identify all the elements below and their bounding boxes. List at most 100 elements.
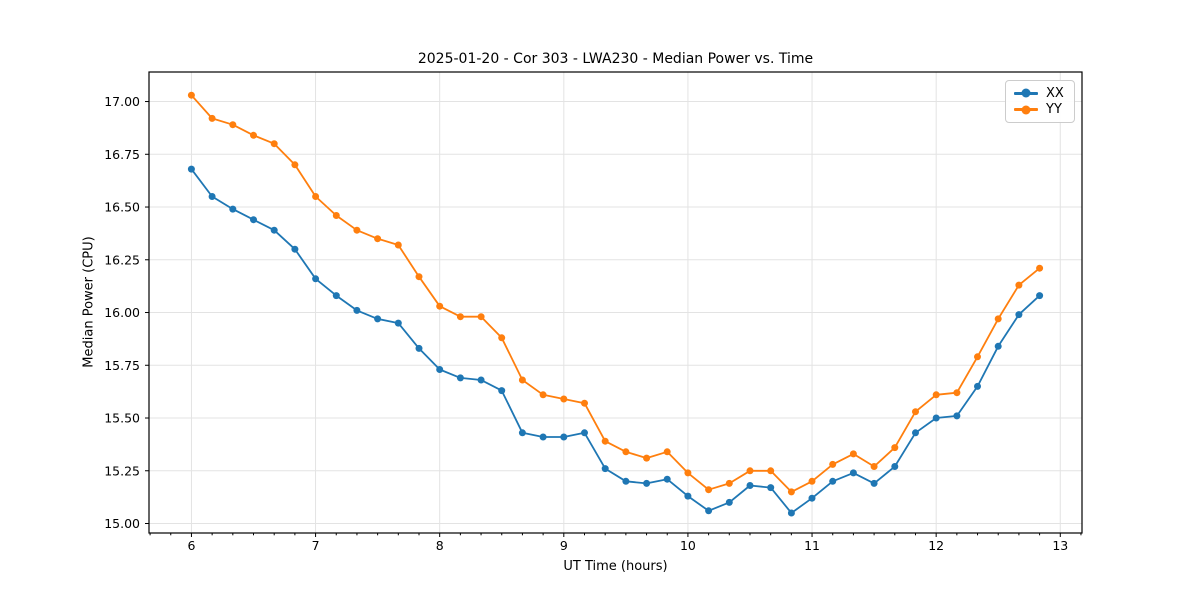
data-point-xx: [332, 292, 340, 300]
data-point-xx: [374, 315, 382, 323]
axis-ticks: [145, 101, 1082, 537]
data-point-yy: [415, 273, 423, 281]
data-point-xx: [787, 509, 795, 517]
data-point-yy: [498, 334, 506, 342]
data-point-xx: [229, 205, 237, 213]
data-point-xx: [622, 477, 630, 485]
legend-item-yy: YY: [1014, 103, 1066, 116]
chart-title: 2025-01-20 - Cor 303 - LWA230 - Median P…: [417, 51, 814, 67]
series-yy: [187, 91, 1044, 496]
data-point-yy: [787, 488, 795, 496]
data-point-xx: [974, 382, 981, 390]
data-point-yy: [953, 389, 961, 397]
data-point-xx: [477, 376, 485, 384]
data-point-xx: [394, 319, 402, 327]
data-point-yy: [250, 131, 257, 139]
data-point-yy: [456, 313, 464, 321]
data-point-xx: [870, 479, 878, 487]
y-tick-label: 15.75: [104, 358, 140, 373]
data-point-yy: [705, 486, 713, 494]
data-point-xx: [518, 429, 526, 437]
data-point-xx: [912, 429, 919, 437]
data-point-yy: [994, 315, 1002, 323]
x-tick-label: 9: [560, 538, 568, 553]
data-point-yy: [829, 460, 837, 468]
x-tick-label: 11: [804, 538, 820, 553]
data-point-xx: [705, 507, 713, 515]
x-tick-label: 7: [312, 538, 320, 553]
data-point-yy: [725, 479, 733, 487]
x-tick-label: 12: [928, 538, 944, 553]
data-point-yy: [870, 463, 878, 470]
data-point-xx: [932, 414, 940, 422]
legend-marker-icon: [1021, 88, 1031, 98]
data-point-yy: [663, 448, 671, 456]
data-point-yy: [270, 140, 278, 148]
y-tick-label: 15.00: [104, 516, 140, 531]
data-point-xx: [829, 477, 837, 485]
data-point-xx: [560, 433, 568, 441]
data-point-yy: [353, 226, 361, 234]
data-point-yy: [746, 467, 754, 475]
data-point-yy: [394, 241, 402, 249]
x-tick-label: 13: [1052, 538, 1068, 553]
data-point-yy: [374, 235, 382, 243]
data-point-xx: [808, 494, 816, 502]
tick-labels: 6 7 8 9 10 11 12 13 15.00 15.25 15.50 15.75 16.00 16.…: [104, 94, 1068, 553]
data-point-xx: [643, 479, 651, 487]
data-point-xx: [291, 245, 299, 253]
data-point-yy: [974, 353, 981, 361]
x-tick-label: 8: [436, 538, 444, 553]
data-point-xx: [953, 412, 961, 420]
y-tick-label: 16.25: [104, 252, 140, 267]
data-point-xx: [746, 482, 754, 489]
data-point-xx: [663, 475, 671, 483]
data-point-xx: [456, 374, 464, 382]
data-point-yy: [912, 408, 919, 416]
legend-label-yy: YY: [1046, 102, 1062, 118]
data-point-xx: [1015, 311, 1023, 319]
data-point-yy: [891, 444, 899, 452]
data-point-yy: [643, 454, 651, 462]
legend-swatch-xx: [1014, 88, 1038, 98]
y-tick-label: 16.50: [104, 200, 140, 215]
series-line-yy: [190, 94, 1041, 493]
x-axis-label: UT Time (hours): [563, 559, 668, 574]
data-point-yy: [229, 121, 237, 129]
data-point-yy: [187, 91, 195, 99]
plot-frame: [148, 71, 1083, 534]
data-point-xx: [208, 193, 216, 200]
series-xx: [187, 165, 1044, 517]
data-point-xx: [1036, 292, 1044, 300]
data-point-yy: [312, 193, 320, 200]
gridlines: [149, 72, 1082, 533]
data-point-xx: [581, 429, 588, 437]
data-point-yy: [332, 212, 340, 219]
y-tick-label: 16.00: [104, 305, 140, 320]
data-point-yy: [208, 114, 216, 122]
data-point-xx: [436, 366, 444, 373]
data-point-xx: [312, 275, 320, 283]
legend-marker-icon: [1021, 105, 1031, 115]
data-point-yy: [932, 391, 940, 399]
data-point-xx: [353, 306, 361, 314]
y-axis-label: Median Power (CPU): [81, 236, 97, 368]
x-tick-label: 6: [187, 538, 195, 553]
data-point-xx: [601, 465, 609, 473]
y-tick-label: 17.00: [104, 94, 140, 109]
data-point-yy: [808, 477, 816, 485]
legend: XX YY: [1005, 80, 1075, 123]
data-point-yy: [1036, 264, 1044, 272]
data-point-yy: [539, 391, 547, 399]
series-line-xx: [190, 168, 1041, 514]
data-point-yy: [1015, 281, 1023, 289]
data-point-xx: [187, 165, 195, 173]
data-point-yy: [436, 302, 444, 310]
legend-label-xx: XX: [1046, 85, 1064, 101]
data-point-xx: [498, 387, 506, 395]
data-point-xx: [415, 344, 423, 352]
data-point-xx: [767, 484, 775, 492]
data-point-yy: [518, 376, 526, 384]
